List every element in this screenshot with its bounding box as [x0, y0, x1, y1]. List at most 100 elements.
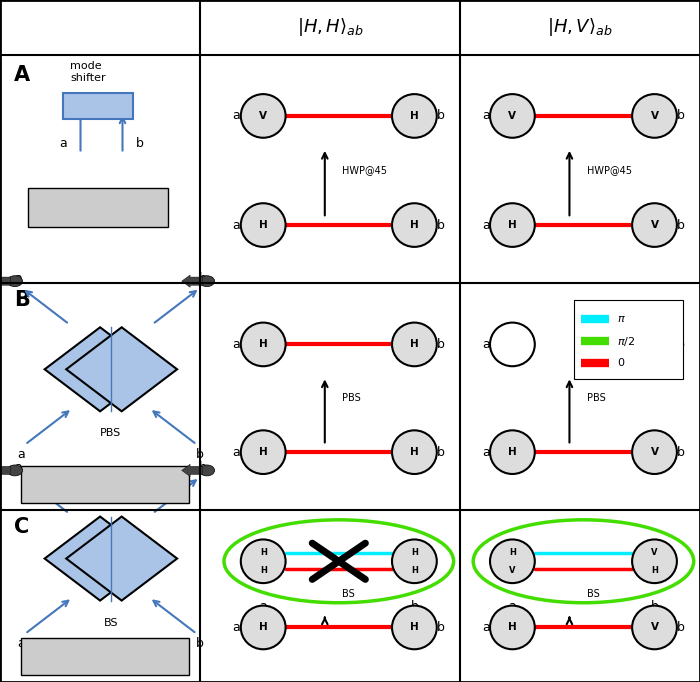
Text: V: V — [650, 447, 659, 457]
Polygon shape — [45, 327, 155, 411]
Circle shape — [490, 430, 535, 474]
FancyBboxPatch shape — [574, 300, 682, 379]
Text: PBS: PBS — [342, 394, 361, 403]
Text: a: a — [482, 218, 490, 232]
Text: B: B — [14, 290, 30, 310]
FancyArrow shape — [0, 275, 10, 287]
Text: a: a — [59, 136, 67, 150]
Ellipse shape — [7, 465, 22, 476]
Text: BS: BS — [587, 589, 600, 599]
Text: V: V — [259, 111, 267, 121]
FancyBboxPatch shape — [63, 93, 133, 119]
Ellipse shape — [7, 276, 22, 286]
Text: PBS: PBS — [587, 394, 606, 403]
Text: a: a — [15, 271, 22, 284]
Text: 0: 0 — [617, 358, 624, 368]
Text: V: V — [650, 623, 659, 632]
Text: mode
shifter: mode shifter — [70, 61, 106, 83]
FancyBboxPatch shape — [21, 466, 189, 503]
Polygon shape — [45, 516, 155, 601]
Text: H: H — [410, 340, 419, 349]
Circle shape — [632, 323, 677, 366]
Text: b: b — [437, 338, 445, 351]
Circle shape — [241, 539, 286, 583]
Text: V: V — [508, 111, 517, 121]
Text: a: a — [259, 600, 267, 613]
Text: b: b — [199, 461, 207, 474]
Text: V: V — [651, 548, 658, 557]
Text: $\pi/2$: $\pi/2$ — [617, 334, 636, 348]
Text: V: V — [509, 565, 516, 575]
Text: b: b — [677, 338, 685, 351]
Text: H: H — [508, 220, 517, 230]
Text: b: b — [136, 136, 144, 150]
Ellipse shape — [199, 276, 215, 286]
Text: b: b — [437, 621, 445, 634]
Text: H: H — [260, 548, 267, 557]
Text: b: b — [677, 621, 685, 634]
Text: V: V — [651, 331, 658, 340]
Circle shape — [632, 606, 677, 649]
FancyBboxPatch shape — [28, 188, 168, 227]
FancyArrow shape — [182, 464, 203, 477]
Text: H: H — [651, 565, 658, 575]
FancyArrow shape — [182, 275, 203, 287]
Text: BS: BS — [104, 618, 118, 627]
Ellipse shape — [473, 520, 694, 603]
Text: a: a — [232, 109, 241, 123]
Circle shape — [490, 539, 535, 583]
Circle shape — [392, 539, 437, 583]
Circle shape — [490, 94, 535, 138]
Text: PBS: PBS — [100, 428, 122, 439]
Text: H: H — [509, 548, 516, 557]
Text: H: H — [410, 447, 419, 457]
Circle shape — [241, 323, 286, 366]
Ellipse shape — [224, 520, 454, 603]
Text: H: H — [259, 220, 267, 230]
Circle shape — [392, 203, 437, 247]
Circle shape — [490, 203, 535, 247]
Text: b: b — [196, 637, 204, 650]
Circle shape — [241, 94, 286, 138]
Circle shape — [632, 539, 677, 583]
Text: a: a — [232, 621, 241, 634]
Text: H: H — [411, 548, 418, 557]
Circle shape — [241, 606, 286, 649]
Text: a: a — [18, 637, 25, 650]
Text: a: a — [482, 445, 490, 459]
Text: H: H — [259, 623, 267, 632]
Text: H: H — [410, 111, 419, 121]
Text: a: a — [232, 218, 241, 232]
Text: H: H — [259, 447, 267, 457]
Text: A: A — [14, 65, 30, 85]
Text: C: C — [14, 517, 29, 537]
Text: H: H — [410, 220, 419, 230]
Text: b: b — [437, 109, 445, 123]
Text: $|H,V\rangle_{ab}$: $|H,V\rangle_{ab}$ — [547, 16, 612, 38]
Text: H: H — [259, 340, 267, 349]
Text: HWP@45: HWP@45 — [587, 166, 632, 175]
Text: a: a — [232, 445, 241, 459]
Circle shape — [392, 323, 437, 366]
Circle shape — [392, 430, 437, 474]
Text: b: b — [677, 445, 685, 459]
Text: BS: BS — [342, 589, 355, 599]
Text: $|H,H\rangle_{ab}$: $|H,H\rangle_{ab}$ — [297, 16, 363, 38]
Ellipse shape — [199, 465, 215, 476]
Text: $|H,H\rangle$/$|H,V\rangle$: $|H,H\rangle$/$|H,V\rangle$ — [74, 201, 122, 214]
FancyBboxPatch shape — [21, 638, 189, 675]
Text: H: H — [410, 623, 419, 632]
Circle shape — [392, 606, 437, 649]
Text: H: H — [651, 349, 658, 358]
FancyArrow shape — [0, 464, 10, 477]
Circle shape — [632, 203, 677, 247]
Text: H: H — [411, 565, 418, 575]
Text: a: a — [482, 109, 490, 123]
Text: b: b — [437, 218, 445, 232]
Text: $\pi$: $\pi$ — [617, 314, 626, 324]
Circle shape — [632, 430, 677, 474]
Text: HWP@45: HWP@45 — [342, 166, 387, 175]
Polygon shape — [66, 327, 177, 411]
Text: V: V — [650, 220, 659, 230]
Text: H: H — [508, 623, 517, 632]
